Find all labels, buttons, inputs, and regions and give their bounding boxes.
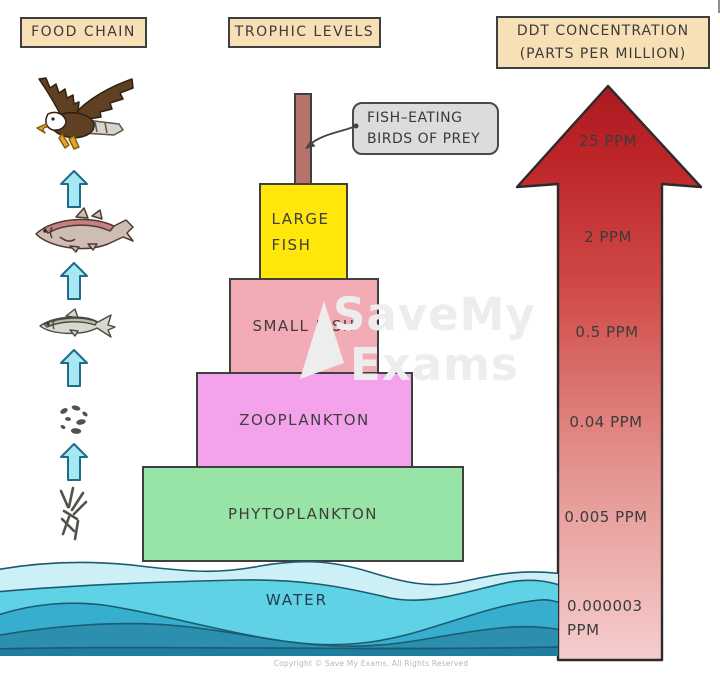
birds-of-prey-callout: FISH–EATING BIRDS OF PREY bbox=[352, 102, 499, 155]
trophic-level-small-fish: SMALL FISH bbox=[229, 278, 379, 374]
copyright-text: Copyright © Save My Exams. All Rights Re… bbox=[273, 659, 469, 668]
callout-line1: FISH–EATING bbox=[367, 109, 463, 126]
ddt-concentration-arrow bbox=[515, 84, 703, 662]
screen-edge-artifact bbox=[718, 0, 720, 13]
ppm-label-2: 2 PPM bbox=[584, 228, 632, 246]
trophic-level-label: PHYTOPLANKTON bbox=[227, 505, 379, 523]
ddt-header-line1: DDT CONCENTRATION bbox=[516, 22, 690, 39]
callout-line2: BIRDS OF PREY bbox=[367, 130, 481, 147]
ppm-label-0-5: 0.5 PPM bbox=[575, 323, 639, 341]
trophic-level-zooplankton: ZOOPLANKTON bbox=[196, 372, 413, 468]
trophic-level-label: SMALL FISH bbox=[252, 317, 356, 335]
trophic-level-large-fish: LARGE FISH bbox=[259, 183, 348, 280]
food-chain-header: FOOD CHAIN bbox=[20, 17, 147, 48]
large-fish-icon bbox=[30, 204, 138, 263]
trophic-level-label: LARGE FISH bbox=[271, 209, 330, 254]
ppm-label-25: 25 PPM bbox=[579, 132, 637, 150]
callout-arrow-icon bbox=[305, 123, 359, 149]
small-fish-icon bbox=[36, 306, 118, 348]
trophic-level-phytoplankton: PHYTOPLANKTON bbox=[142, 466, 464, 562]
water-waves bbox=[0, 560, 558, 656]
zooplankton-icon bbox=[54, 404, 90, 442]
ppm-label-0-005: 0.005 PPM bbox=[564, 508, 648, 526]
up-arrow-icon bbox=[60, 262, 88, 304]
phytoplankton-icon bbox=[50, 486, 92, 546]
trophic-level-label: ZOOPLANKTON bbox=[239, 411, 370, 429]
ddt-concentration-header: DDT CONCENTRATION (PARTS PER MILLION) bbox=[496, 16, 710, 69]
ppm-label-0-000003: 0.000003 PPM bbox=[567, 597, 643, 639]
up-arrow-icon bbox=[60, 349, 88, 391]
eagle-icon bbox=[16, 76, 138, 172]
up-arrow-icon bbox=[60, 170, 88, 212]
water-label: WATER bbox=[265, 591, 329, 609]
ddt-header-line2: (PARTS PER MILLION) bbox=[519, 45, 687, 62]
up-arrow-icon bbox=[60, 443, 88, 485]
trophic-levels-header: TROPHIC LEVELS bbox=[228, 17, 381, 48]
ppm-label-0-04: 0.04 PPM bbox=[569, 413, 643, 431]
